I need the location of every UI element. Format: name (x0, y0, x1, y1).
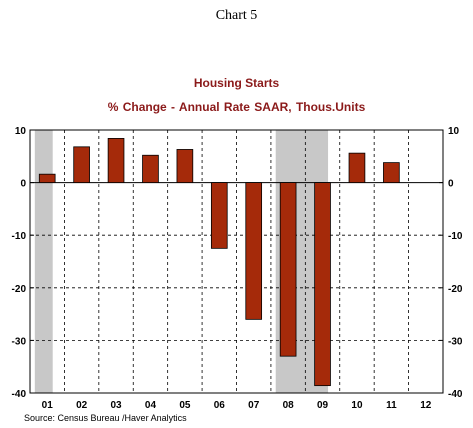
x-tick-label-09: 09 (317, 400, 329, 411)
bar-09 (314, 182, 331, 387)
y-tick-label-left: 10 (15, 126, 27, 137)
bar-08 (279, 182, 297, 357)
bar-layer (38, 138, 400, 387)
bar-10 (348, 152, 366, 183)
recession-shading-1 (34, 130, 53, 393)
x-tick-label-11: 11 (386, 400, 397, 411)
bar-01 (38, 173, 56, 184)
x-tick-label-12: 12 (420, 400, 432, 411)
x-tick-label-10: 10 (351, 400, 363, 411)
bar-07 (245, 182, 263, 320)
y-tick-label-left: -20 (12, 284, 27, 295)
y-tick-label-right: 10 (448, 126, 460, 137)
bar-02 (73, 146, 90, 184)
plot-frame (29, 129, 444, 394)
grid-layer (30, 130, 443, 393)
tick-label-layer: 10 10 0 0 -10 -10 -20 -20 -30 -30 -40 -40 01 02 03 04 05… (12, 126, 463, 411)
y-tick-label-left: 0 (20, 179, 26, 190)
y-tick-label-right: -10 (448, 231, 463, 242)
bar-11 (383, 162, 400, 184)
x-tick-label-04: 04 (145, 400, 157, 411)
x-tick-label-06: 06 (214, 400, 226, 411)
chart-subtitle: % Change - Annual Rate SAAR, Thous.Units (107, 100, 366, 114)
y-tick-label-right: -20 (448, 284, 463, 295)
y-tick-label-left: -10 (12, 231, 27, 242)
x-tick-label-03: 03 (110, 400, 122, 411)
page-title: Chart 5 (215, 8, 258, 23)
bar-03 (107, 138, 125, 183)
bar-06 (210, 182, 228, 249)
axis-layer (29, 129, 444, 394)
y-tick-label-left: -30 (12, 336, 27, 347)
x-tick-label-07: 07 (248, 400, 260, 411)
y-tick-label-right: 0 (448, 179, 454, 190)
source-note: Source: Census Bureau /Haver Analytics (24, 413, 187, 423)
y-tick-label-left: -40 (12, 389, 27, 400)
x-tick-label-05: 05 (179, 400, 191, 411)
x-tick-label-01: 01 (42, 400, 54, 411)
chart-title: Housing Starts (193, 76, 280, 90)
x-tick-label-02: 02 (76, 400, 88, 411)
y-tick-label-right: -40 (448, 389, 463, 400)
bar-04 (142, 154, 159, 184)
x-tick-label-08: 08 (283, 400, 295, 411)
y-tick-label-right: -30 (448, 336, 463, 347)
bar-05 (176, 149, 194, 184)
